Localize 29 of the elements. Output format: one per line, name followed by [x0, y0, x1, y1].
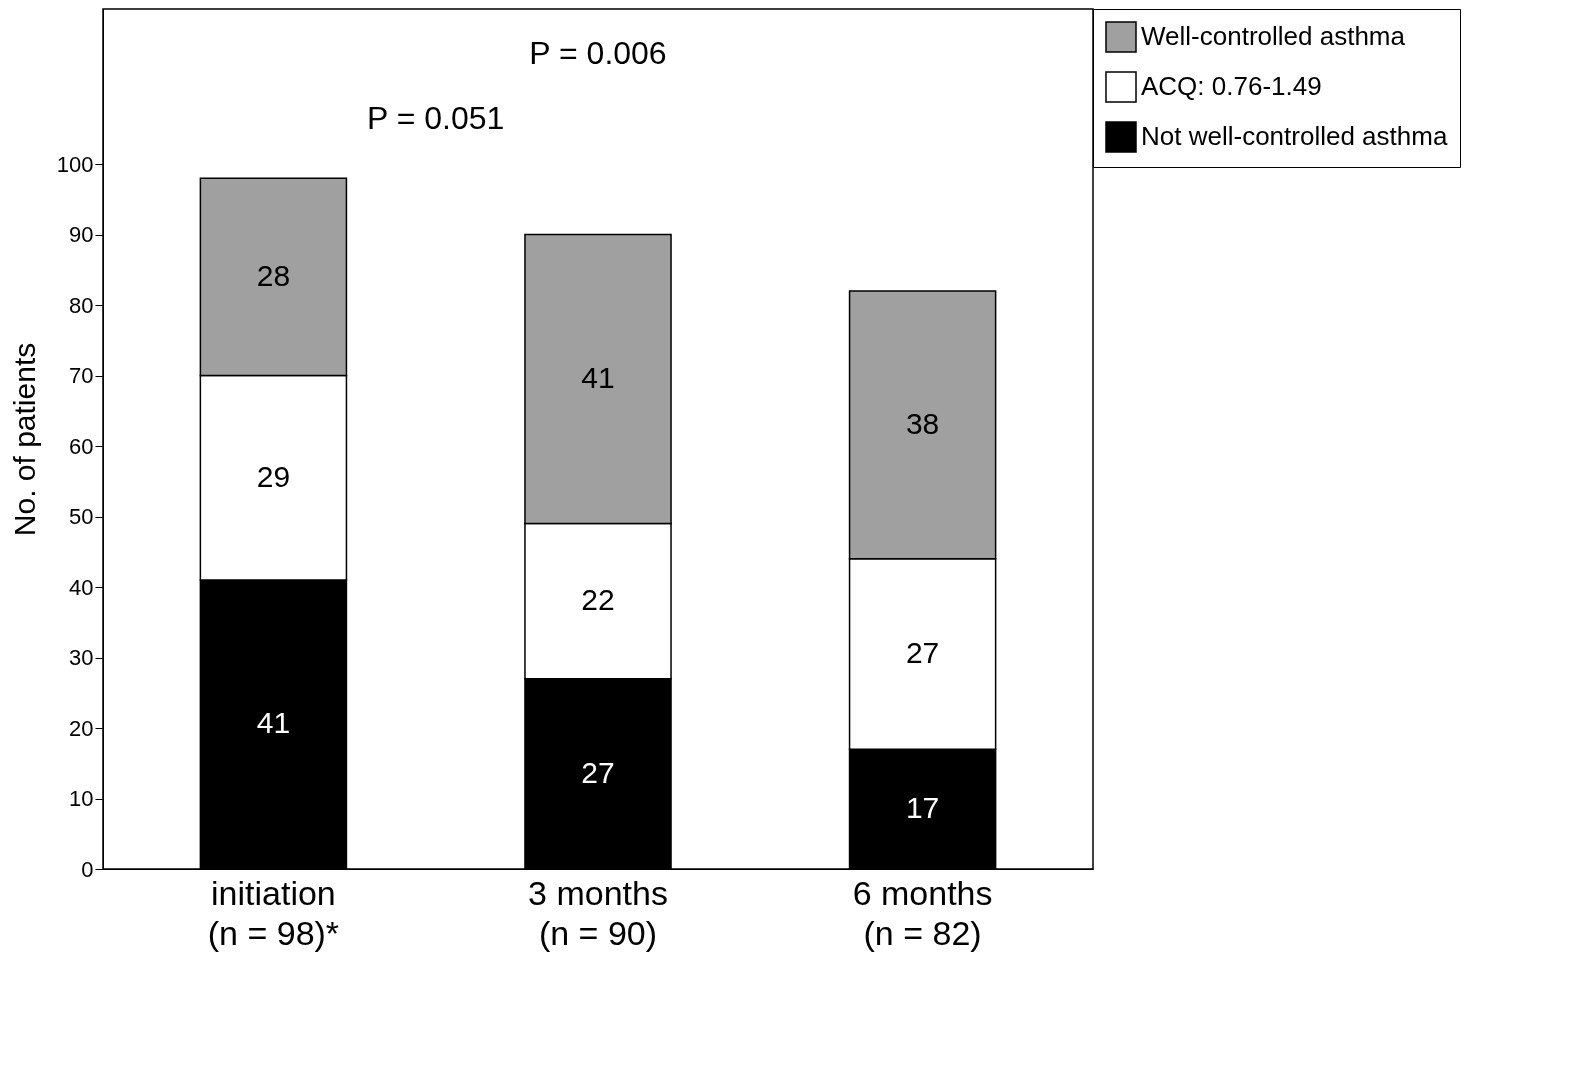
x-tick-label: 6 months (n = 82) — [852, 873, 993, 952]
data-label: 41 — [256, 706, 291, 740]
data-label: 17 — [905, 791, 940, 825]
annotation: P = 0.051 — [367, 100, 505, 136]
data-label: 38 — [905, 406, 940, 440]
x-tick-label: 3 months (n = 90) — [528, 873, 668, 952]
legend-label: Not well-controlled asthma — [1141, 121, 1448, 151]
data-label: 28 — [256, 258, 291, 292]
annotation: P = 0.006 — [529, 35, 667, 71]
y-tick-label: 100 — [56, 151, 94, 177]
y-tick-label: 20 — [69, 715, 94, 741]
y-tick-label: 30 — [69, 645, 94, 671]
legend-label: ACQ: 0.76-1.49 — [1141, 71, 1322, 101]
y-tick-label: 90 — [69, 222, 94, 248]
data-label: 29 — [256, 459, 291, 493]
y-axis-title: No. of patients — [7, 342, 41, 537]
legend-label: Well-controlled asthma — [1141, 21, 1406, 51]
data-label: 22 — [581, 583, 615, 617]
y-tick-label: 70 — [69, 363, 94, 389]
y-tick-label: 0 — [81, 856, 94, 882]
y-tick-label: 50 — [69, 504, 94, 530]
y-tick-label: 60 — [69, 433, 94, 459]
y-tick-label: 40 — [69, 574, 94, 600]
x-tick-label: initiation (n = 98)* — [207, 873, 340, 952]
y-tick-label: 10 — [69, 786, 94, 812]
data-label: 27 — [905, 636, 940, 669]
data-label: 41 — [581, 361, 615, 395]
data-label: 27 — [581, 755, 615, 789]
y-tick-label: 80 — [69, 292, 94, 318]
